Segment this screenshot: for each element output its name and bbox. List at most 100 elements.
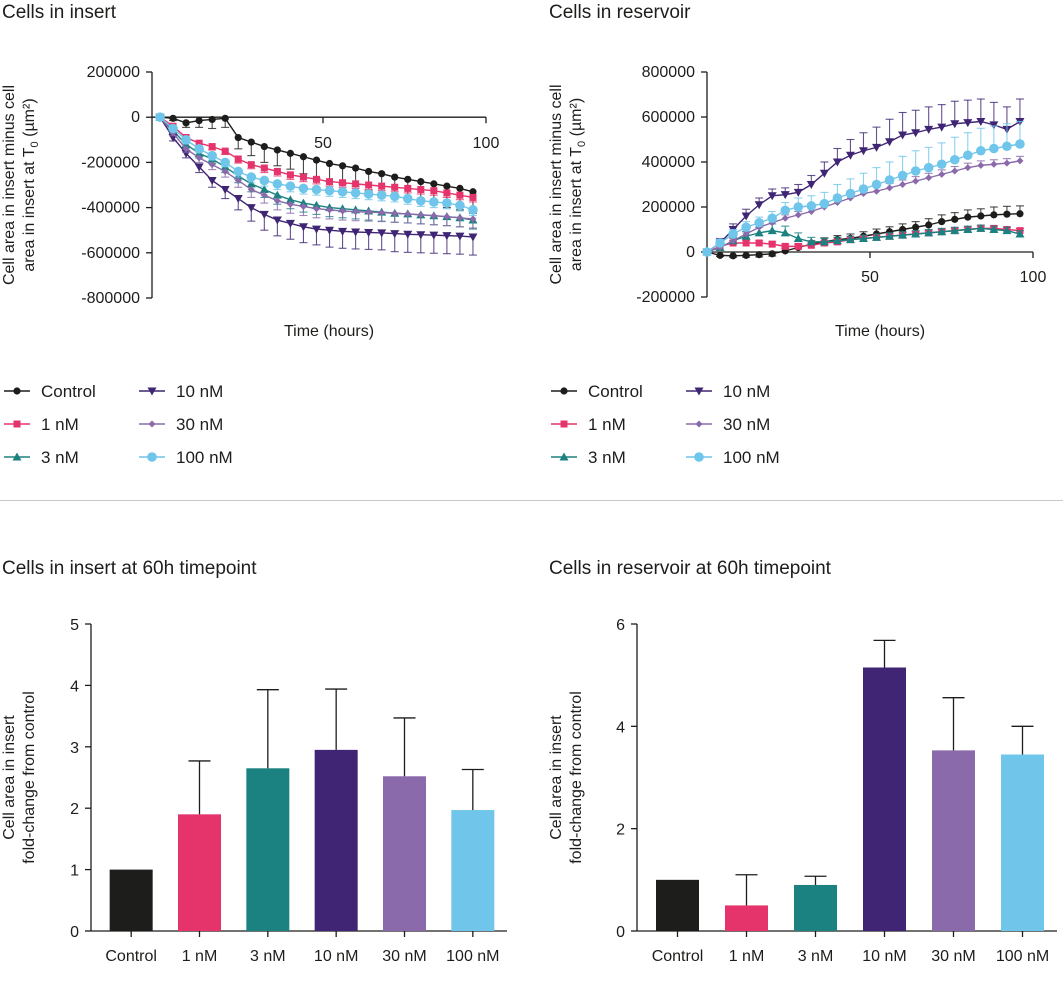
data-point bbox=[259, 175, 270, 186]
data-point bbox=[912, 177, 920, 185]
data-point bbox=[363, 189, 374, 199]
data-point bbox=[910, 166, 921, 176]
data-point bbox=[286, 149, 294, 157]
reservoir-line-y-tick-label: 800000 bbox=[642, 64, 695, 81]
reservoir-bar-category-label: Control bbox=[652, 948, 704, 965]
data-point bbox=[195, 116, 203, 125]
data-point bbox=[311, 225, 321, 234]
data-point bbox=[233, 166, 244, 177]
reservoir-line-series-100nm bbox=[702, 120, 1025, 257]
data-point bbox=[456, 184, 464, 192]
data-point bbox=[221, 167, 229, 175]
data-point bbox=[298, 198, 308, 207]
reservoir-bar-bar bbox=[725, 905, 768, 931]
data-point bbox=[767, 192, 777, 201]
reservoir-legend-label: 1 nM bbox=[588, 415, 626, 434]
data-point bbox=[832, 193, 843, 203]
data-point bbox=[194, 144, 204, 154]
data-point bbox=[990, 160, 998, 168]
data-point bbox=[964, 213, 972, 221]
data-point bbox=[404, 175, 412, 183]
data-point bbox=[403, 230, 413, 239]
data-point bbox=[378, 182, 386, 190]
data-point bbox=[780, 205, 791, 216]
insert-bar-category-label: 30 nM bbox=[382, 948, 426, 965]
data-point bbox=[221, 114, 229, 122]
insert-line-y-tick-label: -400000 bbox=[81, 200, 140, 217]
insert-bar-y-tick-label: 1 bbox=[70, 863, 79, 880]
data-point bbox=[911, 229, 921, 238]
data-point bbox=[702, 247, 712, 257]
data-point bbox=[285, 195, 295, 204]
data-point bbox=[977, 212, 985, 220]
data-point bbox=[233, 195, 243, 204]
data-point bbox=[832, 158, 842, 167]
data-point bbox=[376, 190, 387, 200]
reservoir-legend-label: 10 nM bbox=[723, 382, 770, 401]
data-point bbox=[1016, 157, 1024, 165]
data-point bbox=[951, 167, 959, 175]
data-point bbox=[715, 238, 725, 248]
data-point bbox=[286, 200, 294, 208]
data-point bbox=[352, 208, 360, 216]
insert-bar-y-tick-label: 2 bbox=[70, 801, 79, 818]
data-point bbox=[339, 179, 347, 187]
data-point bbox=[964, 164, 972, 172]
data-point bbox=[469, 215, 477, 223]
data-point bbox=[950, 120, 960, 129]
data-point bbox=[352, 180, 360, 188]
data-point bbox=[207, 150, 217, 161]
data-point bbox=[442, 232, 452, 241]
data-point bbox=[963, 119, 973, 128]
reservoir-line-x-axis-label: Time (hours) bbox=[835, 323, 925, 340]
data-point bbox=[754, 228, 764, 237]
chart-title-reservoir: Cells in reservoir bbox=[549, 2, 691, 23]
data-point bbox=[247, 138, 255, 146]
data-point bbox=[391, 173, 399, 181]
data-point bbox=[299, 202, 307, 210]
data-point bbox=[897, 170, 908, 181]
data-point bbox=[220, 186, 230, 195]
data-point bbox=[1003, 210, 1011, 218]
data-point bbox=[246, 204, 256, 213]
data-point bbox=[259, 210, 269, 219]
data-point bbox=[898, 131, 908, 140]
reservoir-legend-marker bbox=[694, 387, 704, 396]
data-point bbox=[338, 227, 348, 236]
reservoir-line-y-tick-label: 600000 bbox=[642, 109, 695, 126]
reservoir-legend-label: 30 nM bbox=[723, 415, 770, 434]
data-point bbox=[443, 182, 451, 190]
data-point bbox=[872, 232, 882, 241]
data-point bbox=[780, 191, 790, 200]
data-point bbox=[430, 212, 438, 220]
insert-line-y-axis-label: Cell area in insert minus cell area in in… bbox=[1, 85, 41, 285]
data-point bbox=[416, 196, 426, 206]
insert-legend-label: 100 nM bbox=[176, 448, 233, 467]
insert-bar-bar bbox=[109, 869, 153, 931]
data-point bbox=[443, 213, 451, 221]
data-point bbox=[938, 170, 946, 178]
data-point bbox=[208, 161, 216, 169]
data-point bbox=[220, 157, 230, 168]
data-point bbox=[469, 188, 477, 196]
data-point bbox=[430, 180, 438, 188]
reservoir-bar-bar bbox=[656, 879, 699, 931]
data-point bbox=[716, 251, 724, 259]
data-point bbox=[925, 174, 933, 182]
data-point bbox=[443, 189, 451, 197]
insert-line-series-30nm bbox=[156, 113, 477, 229]
data-point bbox=[793, 188, 803, 197]
data-point bbox=[326, 206, 334, 214]
data-point bbox=[767, 226, 777, 235]
data-point bbox=[365, 208, 373, 216]
reservoir-legend-marker bbox=[559, 452, 569, 461]
reservoir-bar-y-tick-label: 2 bbox=[616, 822, 625, 839]
data-point bbox=[182, 119, 190, 127]
data-point bbox=[456, 191, 464, 199]
data-point bbox=[234, 155, 242, 163]
data-point bbox=[1002, 141, 1012, 152]
insert-bar-y-tick-label: 0 bbox=[70, 924, 79, 941]
data-point bbox=[729, 237, 737, 245]
data-point bbox=[377, 229, 387, 238]
